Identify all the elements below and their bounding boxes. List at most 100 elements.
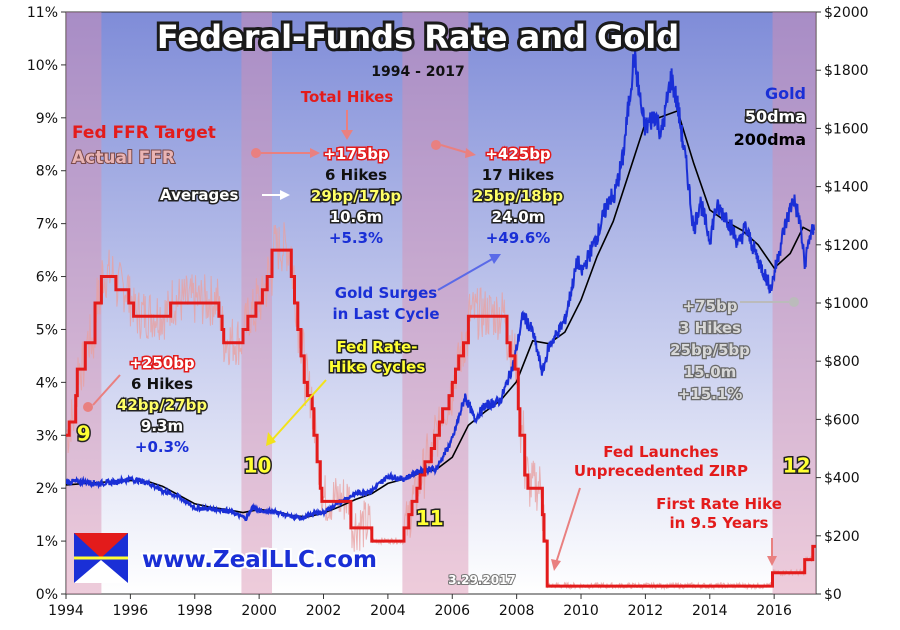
- cycle11-marker: [431, 140, 441, 150]
- x-tick-label: 2000: [241, 603, 277, 619]
- cycle11-months: 24.0m: [492, 208, 545, 226]
- x-axis-ticks: 1994 1996 1998 2000 2002 2004 2006 2008 2010 2012…: [48, 594, 792, 619]
- gold-surges-arrowhead: [489, 254, 501, 264]
- left-tick-label: 10%: [27, 58, 58, 74]
- x-tick-label: 1994: [48, 603, 84, 619]
- cycle10-gain: +5.3%: [329, 229, 383, 247]
- cycle9-hikes: 6 Hikes: [131, 375, 193, 393]
- left-tick-label: 4%: [36, 375, 58, 391]
- series-gold-200dma: [66, 109, 815, 518]
- fed-launches-line1: Fed Launches: [603, 443, 719, 461]
- fed-rate-hike-arrow: [271, 379, 327, 441]
- cycle9-avg: 42bp/27bp: [117, 396, 207, 414]
- right-tick-label: $1200: [824, 238, 869, 254]
- zirp-arrowhead: [551, 559, 561, 571]
- right-tick-label: $1400: [824, 180, 869, 196]
- right-axis-ticks: $0 $200 $400 $600 $800 $1000 $1200 $1400 $1600 $1…: [816, 5, 869, 603]
- fed-launches-line2: Unprecedented ZIRP: [574, 462, 748, 480]
- series-layer: [66, 50, 816, 591]
- left-tick-label: 8%: [36, 164, 58, 180]
- zirp-arrow: [555, 487, 581, 564]
- x-tick-label: 2012: [628, 603, 664, 619]
- cycle11-connector: [440, 144, 469, 154]
- left-tick-label: 5%: [36, 322, 58, 338]
- right-tick-label: $1000: [824, 296, 869, 312]
- watermark-url: www.ZealLLC.com: [142, 547, 377, 573]
- legend-200dma: 200dma: [734, 130, 806, 149]
- fed-rate-hike-arrowhead: [266, 432, 276, 446]
- legend-ffr-target: Fed FFR Target: [72, 123, 216, 143]
- right-tick-label: $200: [824, 529, 860, 545]
- right-tick-label: $0: [824, 587, 842, 603]
- hike-band-2: [402, 12, 469, 594]
- left-tick-label: 7%: [36, 217, 58, 233]
- x-tick-label: 2004: [370, 603, 406, 619]
- x-tick-label: 2014: [692, 603, 728, 619]
- fed-rate-hike-line2: Hike Cycles: [329, 358, 426, 376]
- left-tick-label: 2%: [36, 481, 58, 497]
- cycle9-months: 9.3m: [141, 417, 183, 435]
- left-tick-label: 9%: [36, 111, 58, 127]
- cycle9-gain: +0.3%: [135, 438, 189, 456]
- cycle11-bp: +425bp: [485, 145, 551, 163]
- gold-surges-line1: Gold Surges: [335, 284, 438, 302]
- cycle-number-9: 9: [77, 422, 91, 446]
- x-tick-label: 2010: [563, 603, 599, 619]
- cycle10-hikes: 6 Hikes: [325, 166, 387, 184]
- fed-rate-hike-line1: Fed Rate-: [336, 338, 417, 356]
- total-hikes-arrowhead: [341, 130, 353, 140]
- series-gold: [66, 50, 816, 522]
- cycle12-hikes: 3 Hikes: [679, 319, 741, 337]
- first-hike-arrowhead: [767, 556, 777, 566]
- x-tick-label: 1996: [113, 603, 149, 619]
- cycle10-avg: 29bp/17bp: [311, 187, 401, 205]
- cycle9-bp: +250bp: [129, 354, 195, 372]
- chart-subtitle: 1994 - 2017: [371, 64, 465, 80]
- x-tick-label: 1998: [177, 603, 213, 619]
- legend-actual-ffr: Actual FFR: [72, 148, 175, 168]
- first-hike-line2: in 9.5 Years: [670, 514, 769, 532]
- zeal-logo: [74, 533, 128, 583]
- cycle-numbers: 9 10 11 12: [75, 420, 812, 532]
- left-tick-label: 1%: [36, 534, 58, 550]
- right-tick-label: $400: [824, 471, 860, 487]
- cycle12-bp: +75bp: [683, 297, 738, 315]
- gold-surges-arrow: [437, 257, 495, 291]
- right-tick-label: $2000: [824, 5, 869, 21]
- right-tick-label: $600: [824, 412, 860, 428]
- averages-arrowhead: [280, 190, 290, 200]
- right-tick-label: $1600: [824, 121, 869, 137]
- series-ffr-target: [66, 248, 816, 588]
- cycle9-connector: [92, 374, 121, 406]
- cycle12-avg: 25bp/5bp: [670, 341, 750, 359]
- right-tick-label: $800: [824, 354, 860, 370]
- cycle10-connector-head: [310, 148, 320, 158]
- gold-surges-line2: in Last Cycle: [332, 305, 439, 323]
- x-tick-label: 2006: [434, 603, 470, 619]
- cycle11-avg: 25bp/18bp: [473, 187, 563, 205]
- cycle-number-10: 10: [244, 453, 272, 477]
- left-tick-label: 6%: [36, 270, 58, 286]
- cycle-number-12: 12: [783, 453, 811, 477]
- right-tick-label: $1800: [824, 63, 869, 79]
- cycle-number-11: 11: [416, 506, 444, 530]
- cycle11-gain: +49.6%: [486, 229, 551, 247]
- cycle10-marker: [251, 148, 261, 158]
- cycle11-hikes: 17 Hikes: [482, 166, 555, 184]
- cycle12-months: 15.0m: [684, 363, 737, 381]
- first-hike-line1: First Rate Hike: [656, 495, 782, 513]
- x-tick-label: 2002: [306, 603, 342, 619]
- left-tick-label: 3%: [36, 428, 58, 444]
- cycle10-bp: +175bp: [323, 145, 389, 163]
- cycle12-gain: +15.1%: [678, 385, 743, 403]
- left-tick-label: 11%: [27, 5, 58, 21]
- date-stamp: 3.29.2017: [448, 573, 516, 587]
- cycle12-marker: [789, 297, 799, 307]
- legend-50dma: 50dma: [745, 107, 806, 126]
- cycle11-connector-head: [465, 148, 476, 158]
- left-axis-ticks: 0% 1% 2% 3% 4% 5% 6% 7% 8% 9% 10% 11%: [27, 5, 66, 603]
- cycle10-months: 10.6m: [330, 208, 383, 226]
- averages-label: Averages: [160, 186, 238, 204]
- left-tick-label: 0%: [36, 587, 58, 603]
